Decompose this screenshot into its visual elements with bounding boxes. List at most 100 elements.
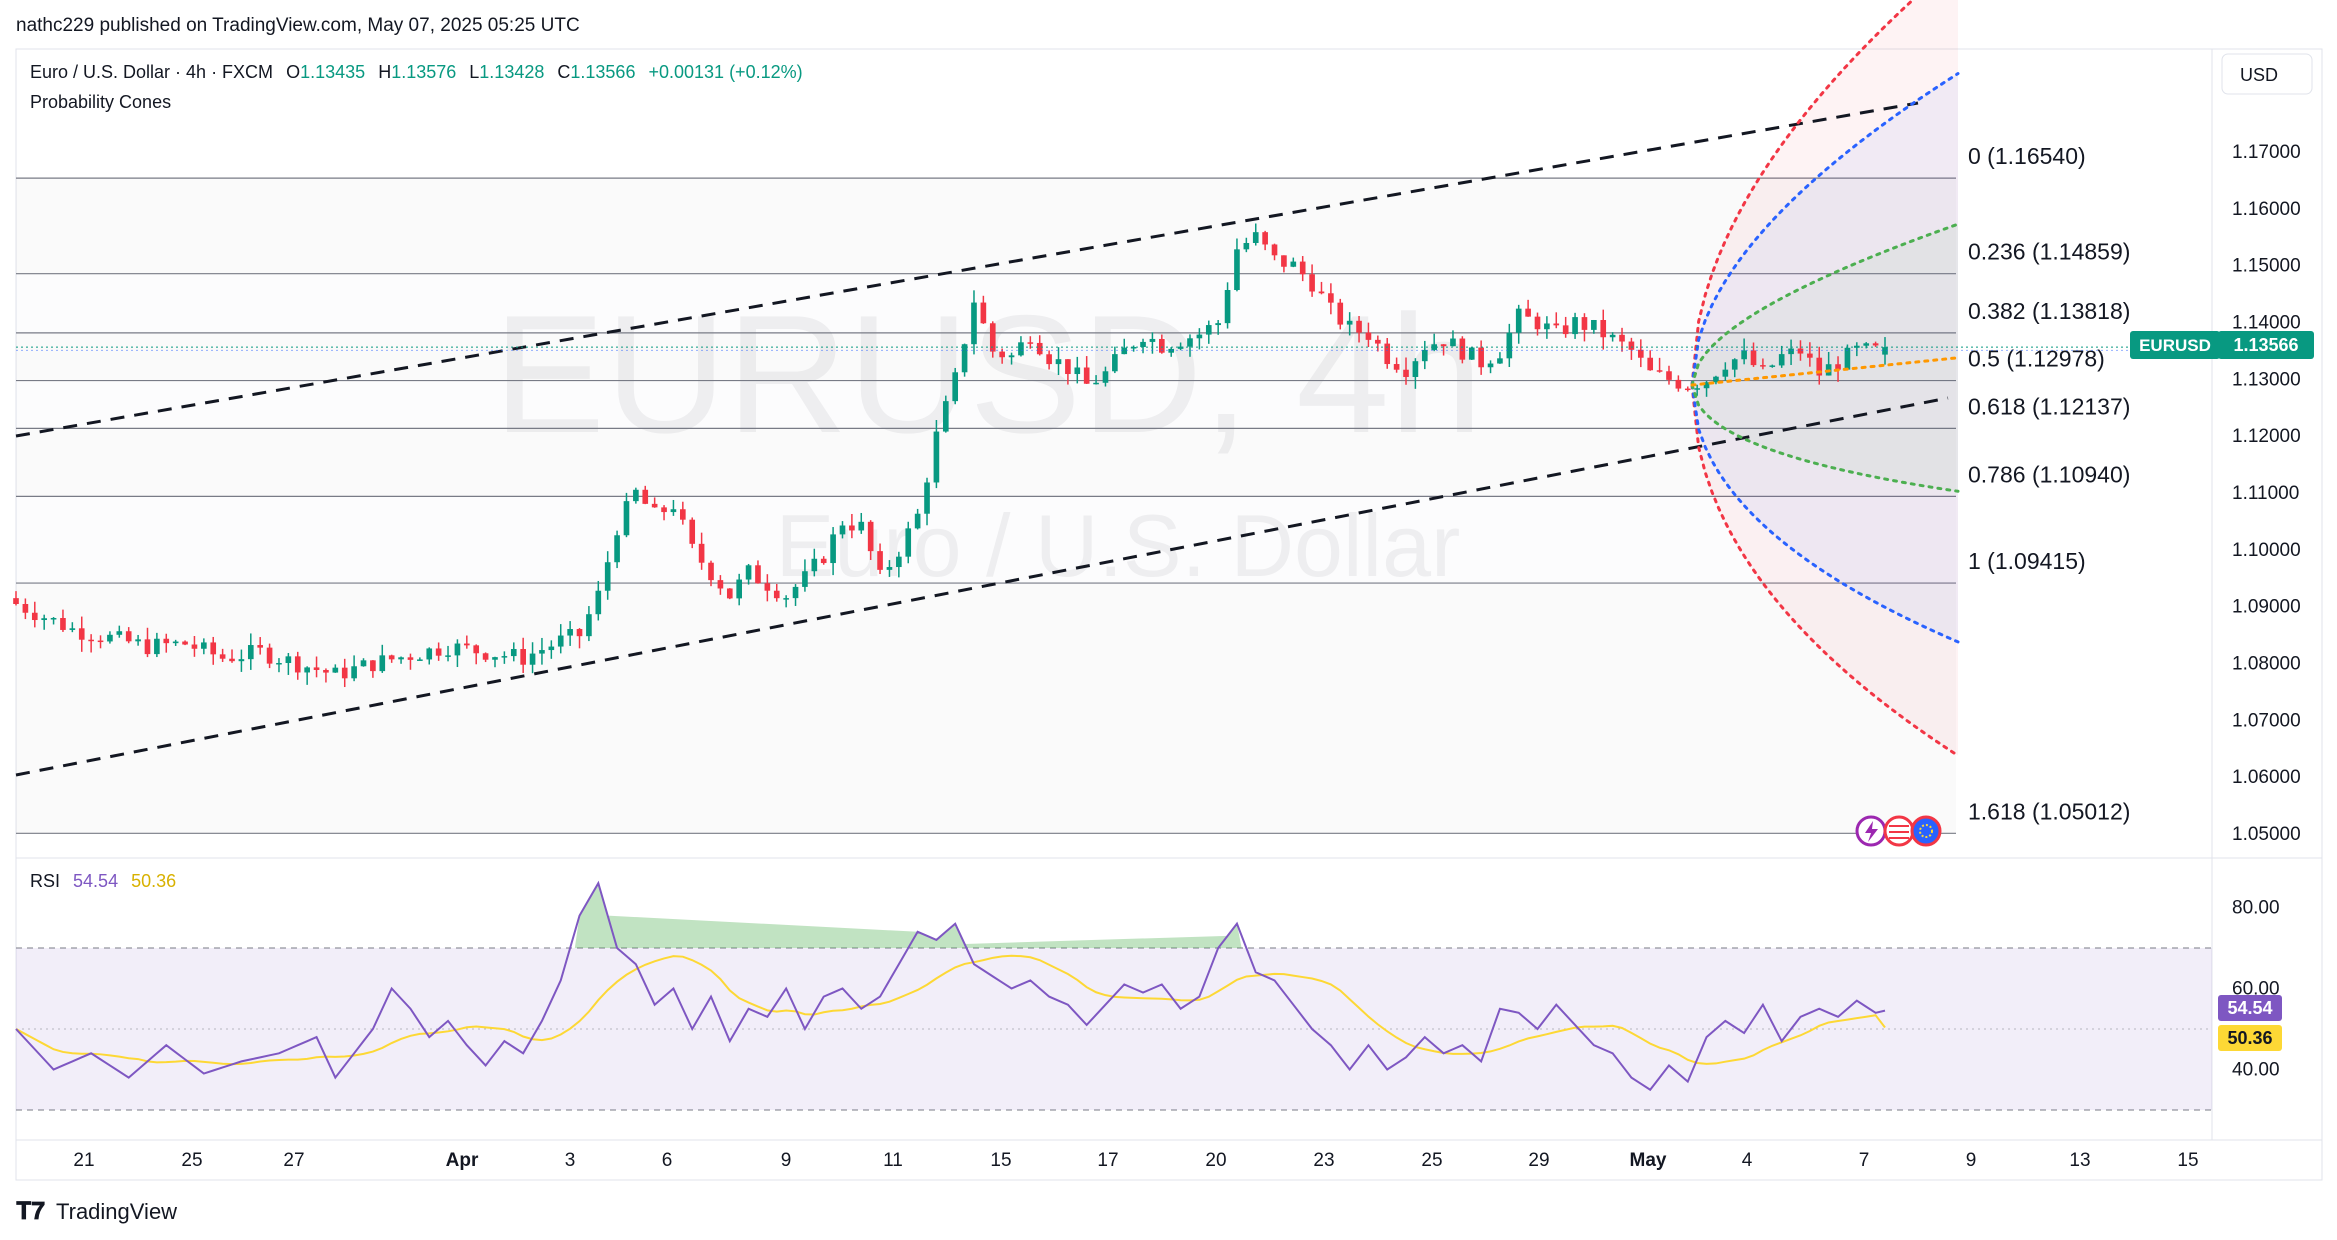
candle-body [1553,323,1560,326]
candle-body [1224,290,1231,324]
symbol-title: Euro / U.S. Dollar · 4h · FXCM [30,62,273,82]
candle-body [680,509,686,520]
cone-area [1692,73,1958,642]
candle-body [201,642,207,649]
watermark-ticker: EURUSD, 4h [493,280,1483,468]
time-tick-label: 9 [1966,1150,1977,1171]
candle-body [50,618,57,620]
candle-body [1684,388,1691,391]
candle-body [435,648,442,656]
event-icons[interactable] [1855,815,1942,847]
candle-body [1882,347,1888,355]
fib-zone [16,583,1956,834]
candle-body [1666,371,1672,380]
candle-body [1102,371,1109,383]
candle-body [398,657,404,660]
candle-body [1778,354,1785,366]
candle-body [1600,319,1607,338]
candle-body [670,509,677,513]
price-axis[interactable]: 1.17000 1.16000 1.15000 1.14000 1.13000 1.120… [2232,142,2301,845]
channel-upper-line[interactable] [15,101,1919,438]
time-tick-label: 20 [1205,1150,1226,1171]
candle-body [1647,357,1654,371]
candle-body [60,618,66,630]
currency-button[interactable]: USD [2221,53,2313,95]
candle-body [708,562,714,581]
candle-body [510,649,517,657]
candle-body [219,654,226,659]
candle-body [1863,343,1870,346]
tradingview-logo[interactable]: 𝐓𝟕 TradingView [16,1198,177,1225]
rsi-overbought-fill [574,883,1242,948]
rsi-axis[interactable]: 80.00 60.00 40.00 [2232,898,2280,1081]
candle-body [1187,338,1193,347]
fib-retracement[interactable]: 0 (1.16540) 0.236 (1.14859) 0.382 (1.13818… [16,143,2130,834]
candle-body [858,521,865,531]
channel-lower-line[interactable] [15,396,1949,777]
candle-body [1656,370,1663,372]
candle-body [1346,320,1353,325]
candle-body [1281,255,1287,267]
svg-text:RSI 54.54 50.36: RSI 54.54 50.36 [30,871,176,891]
candle-body [492,657,498,660]
candle-body [304,667,310,673]
candle-body [107,634,113,642]
candle-body [1036,342,1043,355]
time-tick-label: 25 [1421,1150,1442,1171]
candle-body [1299,261,1306,275]
candle-body [820,558,827,564]
fib-zone [16,428,1956,497]
candle-body [1694,388,1700,390]
candle-body [792,586,799,599]
candle-body [1074,367,1081,375]
time-tick-label: 9 [781,1150,792,1171]
candle-body [247,645,254,660]
candle-body [238,659,245,662]
candle-body [811,558,818,572]
candle-body [1159,338,1165,353]
candle-body [379,655,386,672]
candle-body [1581,317,1588,330]
candle-body [1130,347,1137,349]
candle-body [576,629,583,637]
cone-area [1692,0,1958,756]
candle-body [1375,339,1381,344]
price-tick-label: 1.08000 [2232,654,2301,675]
price-tick-label: 1.13000 [2232,369,2301,390]
candle-body [1140,341,1146,348]
candle-body [97,640,104,643]
candle-body [1769,365,1776,367]
current-symbol: EURUSD [2139,336,2211,355]
candle-body [698,543,705,563]
time-axis[interactable]: 21 25 27 Apr 3 6 9 11 15 17 20 23 25 29 May 4 7 9 13 15 [73,1150,2198,1171]
candle-body [1271,244,1278,256]
price-tick-label: 1.15000 [2232,256,2301,277]
time-tick-label: May [1630,1150,1667,1171]
candle-body [1722,369,1729,377]
candle-body [1562,325,1569,335]
candle-body [567,629,573,636]
candle-body [1083,367,1090,384]
probability-cones[interactable] [1692,0,1958,756]
fib-label: 0.5 (1.12978) [1968,346,2105,372]
candle-body [1234,249,1240,291]
candle-body [1196,334,1203,339]
candle-body [388,655,395,660]
watermark-name: Euro / U.S. Dollar [776,496,1461,595]
candle-body [783,598,789,600]
candle-body [726,588,733,599]
candle-body [88,639,94,642]
candle-body [952,372,959,402]
candle-body [914,513,921,529]
candle-body [1760,365,1766,367]
candle-body [31,612,38,621]
candle-body [266,647,273,664]
rsi-legend: RSI 54.54 50.36 [30,871,176,891]
candle-body [1421,349,1428,362]
candle-body [942,401,949,432]
price-tick-label: 1.14000 [2232,313,2301,334]
time-tick-label: 6 [662,1150,673,1171]
rsi-legend-value: 54.54 [73,871,118,891]
eu-flag-icon[interactable] [1910,815,1942,847]
